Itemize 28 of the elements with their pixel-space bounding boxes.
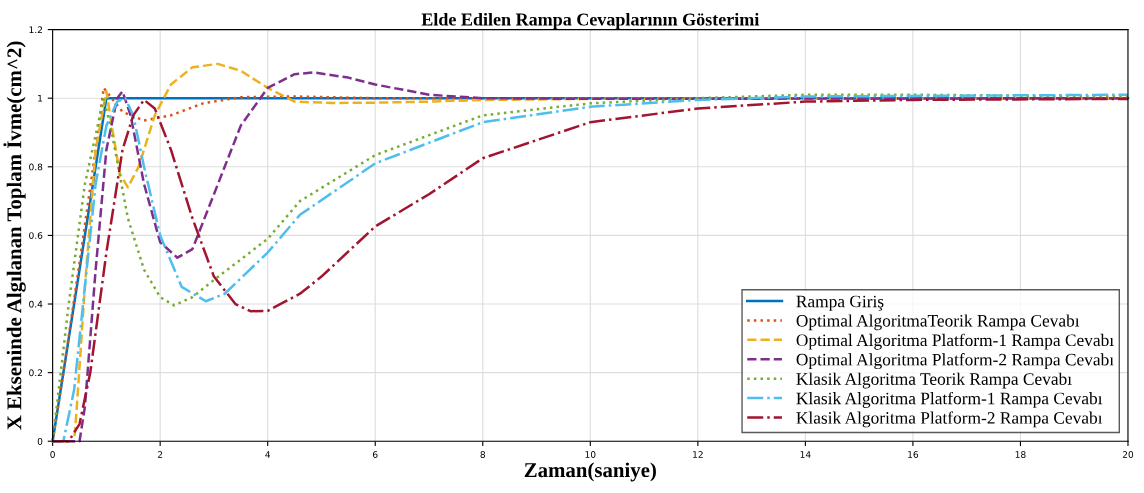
chart-title: Elde Edilen Rampa Cevaplarının Gösterimi	[421, 12, 760, 30]
legend-label: Optimal Algoritma Platform-2 Rampa Cevabı	[796, 353, 1114, 370]
x-tick-label: 18	[1015, 451, 1026, 458]
legend-label: Klasik Algoritma Platform-2 Rampa Cevabı	[796, 411, 1103, 428]
x-tick-label: 16	[908, 451, 919, 458]
y-tick-label: 0.8	[29, 163, 43, 171]
x-tick-label: 10	[585, 451, 596, 458]
x-tick-label: 8	[480, 451, 486, 458]
x-tick-label: 4	[265, 451, 271, 458]
x-tick-label: 2	[157, 451, 163, 458]
y-tick-label: 1.2	[29, 26, 42, 34]
x-tick-label: 6	[372, 451, 378, 458]
x-tick-label: 12	[693, 451, 703, 458]
legend-label: Rampa Giriş	[796, 295, 884, 311]
y-tick-label: 0.4	[29, 300, 43, 308]
x-tick-label: 14	[800, 451, 811, 458]
x-axis-title: Zaman(saniye)	[524, 462, 656, 482]
legend-label: Klasik Algoritma Teorik Rampa Cevabı	[796, 372, 1072, 389]
legend-label: Optimal Algoritma Platform-1 Rampa Cevabı	[796, 333, 1114, 350]
legend-label: Klasik Algoritma Platform-1 Rampa Cevabı	[796, 391, 1103, 408]
x-tick-label: 20	[1122, 451, 1134, 458]
y-tick-label: 0	[37, 437, 43, 445]
y-tick-label: 0.6	[29, 232, 43, 239]
y-tick-label: 0.2	[29, 369, 42, 377]
x-tick-label: 0	[50, 451, 55, 458]
y-tick-label: 1	[38, 95, 43, 102]
y-axis-title: X Ekseninde Algılanan Toplam İvme(cm^2)	[3, 41, 26, 430]
legend-label: Optimal AlgoritmaTeorik Rampa Cevabı	[796, 314, 1080, 331]
